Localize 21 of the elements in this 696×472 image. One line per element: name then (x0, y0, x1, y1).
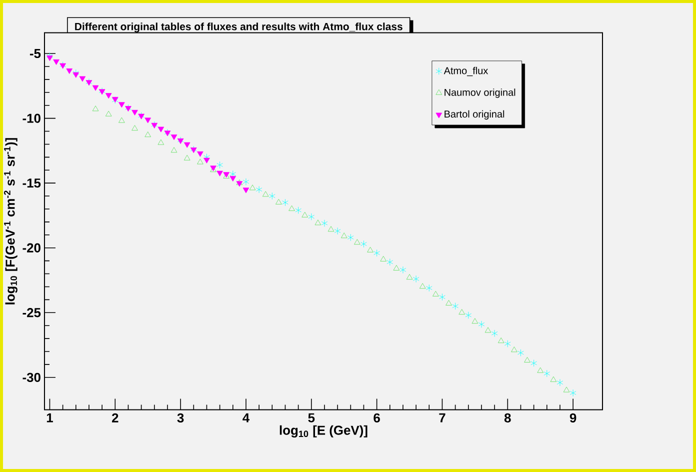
x-tick-label: 1 (46, 413, 53, 422)
x-tick-label: 7 (439, 413, 446, 422)
x-axis-title: log$_{10}$ [E (GeV)] (280, 425, 368, 438)
text: log$_{10}$ [F(GeV$^{-1}$ cm$^{-2}$ s$^{-1}$ sr$^{-1}$)] (4, 138, 18, 304)
y-tick-label: -20 (22, 243, 40, 252)
x-tick-label: 3 (177, 413, 184, 423)
x-tick-label: 6 (374, 413, 380, 422)
x-tick-label: 4 (242, 413, 250, 422)
x-tick-label: 5 (308, 413, 315, 422)
legend-label: Atmo_flux (444, 66, 488, 76)
y-tick-label: -30 (22, 372, 40, 382)
x-tick-label: 8 (504, 413, 511, 422)
chart-title: Different original tables of fluxes and results with Atmo_flux class (75, 22, 402, 32)
y-tick-label: -15 (22, 178, 41, 188)
legend-label: Bartol original (444, 110, 504, 120)
y-tick-label: -5 (30, 49, 41, 58)
y-tick-label: -10 (22, 114, 40, 123)
legend-label: Naumov original (444, 88, 516, 98)
y-tick-label: -25 (22, 308, 41, 318)
x-tick-label: 9 (570, 413, 576, 422)
x-tick-label: 2 (112, 413, 118, 422)
